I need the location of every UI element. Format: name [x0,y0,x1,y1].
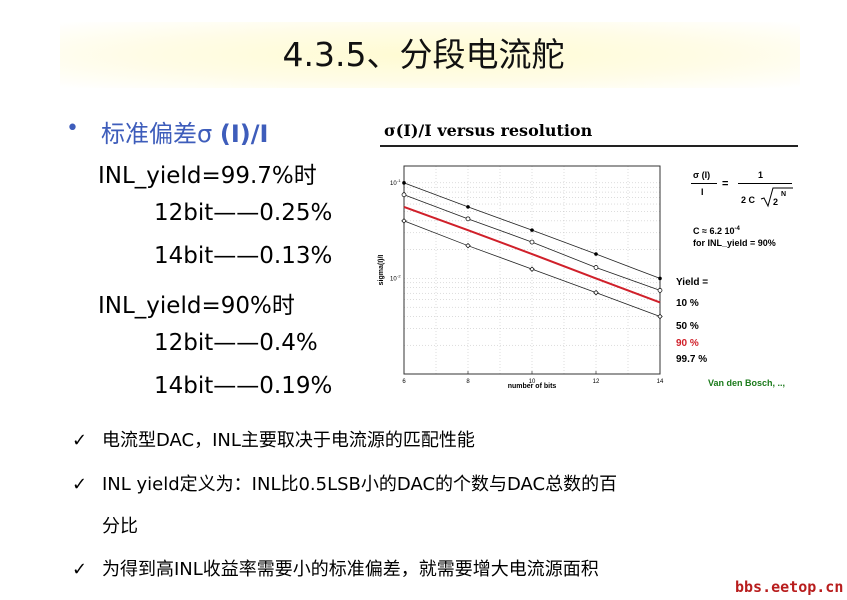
y-tick-exp: -2 [397,273,401,278]
series-point [530,228,534,232]
spec-yield-997: INL_yield=99.7%时 [98,163,317,189]
y-axis-label: sigma(I)/I [378,255,385,286]
formula-rhs-den-exp: N [781,191,787,198]
series-point [401,218,407,224]
watermark: bbs.eetop.cn [735,578,844,596]
yield-10: 10 % [676,298,699,309]
bullet-prefix: 标准偏差σ [101,120,213,148]
series-point [529,266,535,272]
bullet-suffix: (I)/I [219,120,269,148]
series-point [466,205,470,209]
series-point [465,216,471,222]
yield-90: 90 % [676,338,699,349]
title-band [60,22,800,88]
check-icon: ✓ [72,474,88,495]
y-tick-label: 10 [390,276,397,282]
figure-credit: Van den Bosch, .., [708,378,786,388]
series-point [658,276,662,281]
x-tick-label: 10 [529,379,536,385]
chart-series [401,181,663,320]
bullet-dot: • [66,116,79,141]
formula-constant-value: C ≈ 6.2 10 [693,226,735,236]
y-tick-label: 10 [390,181,397,187]
formula-equals: = [722,178,729,190]
y-tick-exp: -1 [397,178,401,183]
yield-header: Yield = [676,277,709,288]
check-text-1: 电流型DAC，INL主要取决于电流源的匹配性能 [102,430,475,451]
series-point [401,192,407,198]
spec-14bit-90: 14bit——0.19% [154,373,333,399]
check-item-2: ✓ INL yield定义为：INL比0.5LSB小的DAC的个数与DAC总数的百 [72,470,617,496]
series-point [402,181,406,185]
spec-12bit-997: 12bit——0.25% [154,200,333,226]
spec-yield-90: INL_yield=90%时 [98,293,295,319]
x-tick-label: 14 [657,379,664,385]
formula-rhs-numerator: 1 [758,170,764,180]
chart-grid [403,166,661,375]
series-line [403,205,661,304]
series-point [657,288,663,293]
formula-numerator: σ (I) [693,170,711,180]
check-icon: ✓ [72,430,88,451]
bullet-heading: 标准偏差σ (I)/I [101,114,268,149]
formula-constant: C ≈ 6.2 10-4 [693,226,740,236]
series-point [529,239,535,245]
x-axis-label: number of bits [508,383,557,390]
formula-fraction-bar [691,183,717,184]
series-point [465,242,471,249]
yield-99-7: 99.7 % [676,354,708,365]
check-text-2-cont: 分比 [102,516,138,537]
spec-12bit-90: 12bit——0.4% [154,330,318,356]
check-text-3: 为得到高INL收益率需要小的标准偏差，就需要增大电流源面积 [102,559,599,580]
yield-50: 50 % [676,321,699,332]
formula-constant-exp: -4 [734,226,740,232]
x-tick-label: 8 [466,379,470,385]
check-icon: ✓ [72,559,88,580]
series-point [594,252,598,256]
x-tick-label: 12 [593,379,600,385]
series-point [593,265,599,270]
figure-title: σ(I)/I versus resolution [384,121,593,140]
slide-title: 4.3.5、分段电流舵 [282,35,565,74]
formula-denominator: I [701,187,704,197]
sqrt-icon [760,187,793,208]
series-point [593,289,599,296]
check-item-3: ✓ 为得到高INL收益率需要小的标准偏差，就需要增大电流源面积 [72,555,599,581]
spec-14bit-997: 14bit——0.13% [154,243,333,269]
series-point [657,313,663,320]
check-item-1: ✓ 电流型DAC，INL主要取决于电流源的匹配性能 [72,426,475,452]
formula-rhs-den-left: 2 C [741,195,756,205]
x-tick-label: 6 [402,379,406,385]
figure-rule [380,145,798,147]
formula-note: for INL_yield = 90% [693,238,776,248]
check-text-2: INL yield定义为：INL比0.5LSB小的DAC的个数与DAC总数的百 [102,474,618,495]
formula-rhs-bar [738,183,792,184]
formula-rhs-den-root: 2 [773,197,779,207]
